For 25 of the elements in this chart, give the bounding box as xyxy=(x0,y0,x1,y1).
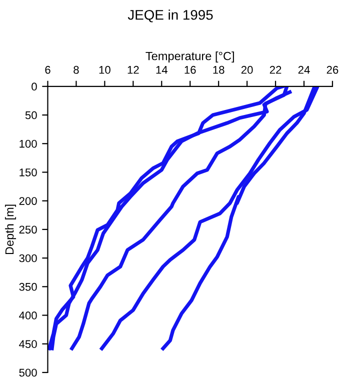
x-axis-title: Temperature [°C] xyxy=(146,52,234,63)
y-tick-label: 500 xyxy=(19,368,37,377)
x-tick-label: 18 xyxy=(213,66,224,74)
chart-title: JEQE in 1995 xyxy=(128,10,213,22)
y-tick-label: 350 xyxy=(19,282,37,291)
x-tick-label: 16 xyxy=(184,66,196,74)
y-tick-label: 250 xyxy=(19,226,37,234)
x-tick-label: 24 xyxy=(298,66,310,74)
y-tick-label: 50 xyxy=(25,111,37,120)
x-tick-label: 14 xyxy=(156,66,168,74)
y-tick-label: 100 xyxy=(20,140,37,148)
x-tick-label: 10 xyxy=(99,66,110,74)
x-tick-label: 22 xyxy=(270,66,282,74)
y-tick-label: 0 xyxy=(32,82,37,91)
x-tick-label: 20 xyxy=(241,66,253,74)
x-tick-label: 26 xyxy=(326,66,338,74)
y-tick-label: 150 xyxy=(20,168,37,176)
y-axis-title: Depth [m] xyxy=(5,204,16,254)
x-tick-label: 12 xyxy=(128,66,139,74)
x-tick-label: 6 xyxy=(45,66,50,74)
y-tick-label: 300 xyxy=(19,254,37,262)
y-tick-label: 200 xyxy=(19,197,37,205)
y-tick-label: 450 xyxy=(19,340,37,348)
y-tick-label: 400 xyxy=(19,312,37,320)
x-tick-label: 8 xyxy=(74,66,79,74)
